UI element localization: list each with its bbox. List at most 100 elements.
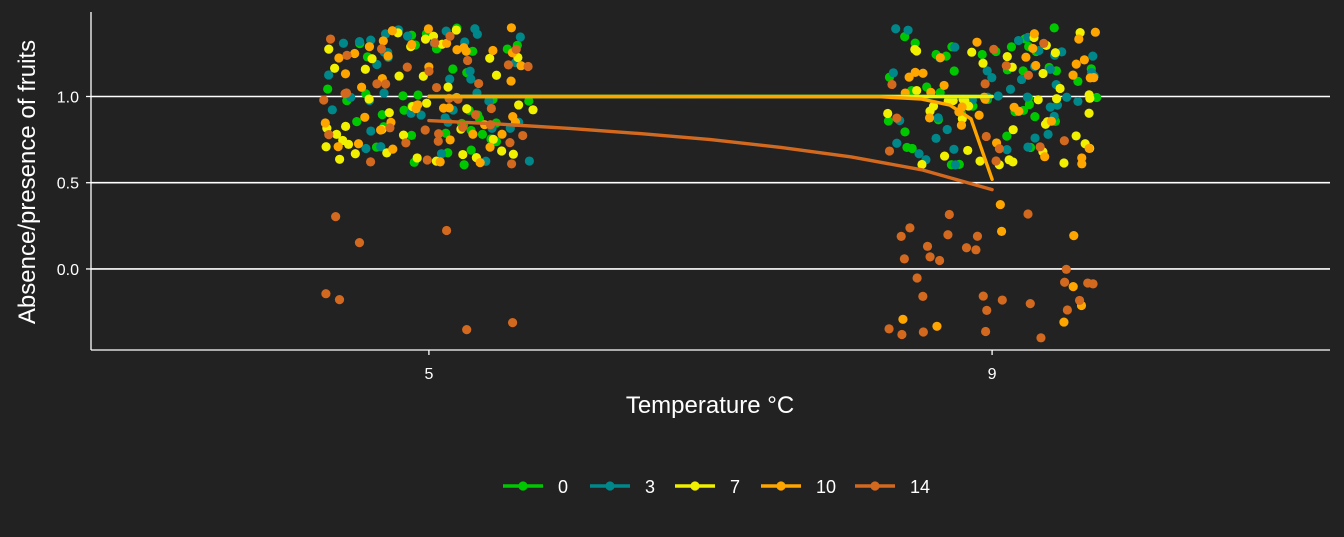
point-series-3 bbox=[888, 68, 898, 78]
point-series-10 bbox=[939, 80, 949, 91]
point-series-7 bbox=[420, 34, 431, 44]
point-series-10 bbox=[376, 125, 386, 135]
point-series-10 bbox=[357, 82, 367, 92]
point-series-3 bbox=[903, 25, 913, 35]
point-series-0 bbox=[1002, 131, 1012, 141]
point-series-0 bbox=[977, 49, 987, 60]
point-series-10 bbox=[1031, 60, 1041, 71]
point-series-14 bbox=[458, 122, 468, 132]
point-series-7 bbox=[384, 108, 394, 118]
point-series-7 bbox=[1002, 51, 1012, 62]
point-series-7 bbox=[978, 58, 988, 68]
point-series-14 bbox=[991, 156, 1001, 166]
point-series-10 bbox=[488, 45, 498, 56]
point-series-7 bbox=[350, 149, 360, 159]
point-series-7 bbox=[331, 129, 342, 139]
point-series-7 bbox=[462, 104, 472, 114]
point-series-3 bbox=[361, 143, 371, 154]
point-series-3 bbox=[1043, 129, 1053, 139]
point-series-7 bbox=[514, 100, 524, 110]
point-series-3 bbox=[376, 142, 386, 152]
point-series-3 bbox=[524, 156, 534, 166]
point-series-7 bbox=[917, 159, 927, 170]
point-series-3 bbox=[914, 149, 924, 159]
point-series-14 bbox=[434, 129, 444, 139]
point-series-3 bbox=[993, 91, 1003, 101]
point-series-14 bbox=[462, 325, 472, 335]
point-series-14 bbox=[1088, 279, 1098, 289]
point-series-10 bbox=[516, 61, 526, 71]
point-series-10 bbox=[1028, 43, 1038, 54]
point-series-7 bbox=[508, 149, 518, 159]
point-series-14 bbox=[511, 44, 521, 55]
y-tick-label: 0.0 bbox=[57, 262, 79, 279]
point-series-10 bbox=[1059, 317, 1069, 327]
legend-label: 7 bbox=[730, 477, 740, 497]
point-series-7 bbox=[528, 105, 538, 115]
point-series-3 bbox=[445, 74, 455, 84]
point-series-14 bbox=[381, 79, 391, 89]
point-series-7 bbox=[1038, 68, 1048, 79]
point-series-7 bbox=[1055, 83, 1065, 94]
point-series-14 bbox=[897, 329, 907, 340]
point-series-10 bbox=[1029, 29, 1039, 39]
point-series-14 bbox=[884, 146, 895, 156]
point-series-3 bbox=[379, 88, 389, 98]
point-series-14 bbox=[430, 38, 440, 48]
point-series-14 bbox=[507, 318, 518, 328]
point-series-0 bbox=[398, 91, 408, 101]
legend-key-point bbox=[605, 481, 615, 491]
point-series-14 bbox=[905, 223, 915, 233]
point-series-14 bbox=[961, 243, 972, 253]
legend: 0 3 7 10 14 bbox=[503, 477, 930, 497]
point-series-7 bbox=[1052, 94, 1062, 104]
point-series-14 bbox=[445, 31, 455, 41]
point-series-7 bbox=[1084, 108, 1094, 118]
point-series-14 bbox=[331, 212, 341, 222]
point-series-10 bbox=[497, 129, 507, 139]
point-series-14 bbox=[887, 79, 897, 90]
point-series-0 bbox=[1030, 111, 1040, 122]
point-series-3 bbox=[1022, 92, 1033, 102]
point-series-7 bbox=[1071, 131, 1081, 141]
point-series-0 bbox=[1092, 92, 1102, 103]
point-series-14 bbox=[340, 88, 350, 99]
point-series-14 bbox=[463, 55, 473, 66]
point-series-0 bbox=[377, 110, 387, 120]
point-series-14 bbox=[334, 295, 345, 305]
legend-item-10: 10 bbox=[761, 477, 836, 497]
point-series-3 bbox=[338, 38, 349, 48]
point-series-10 bbox=[1046, 116, 1057, 126]
point-series-14 bbox=[503, 60, 514, 70]
point-series-10 bbox=[995, 199, 1005, 210]
point-series-3 bbox=[1073, 96, 1083, 107]
point-series-10 bbox=[353, 139, 364, 149]
point-series-7 bbox=[330, 63, 340, 73]
point-series-3 bbox=[327, 105, 337, 115]
point-series-10 bbox=[926, 87, 936, 97]
point-series-14 bbox=[1023, 209, 1033, 219]
point-series-10 bbox=[972, 37, 982, 47]
point-series-3 bbox=[1045, 64, 1055, 74]
point-series-3 bbox=[366, 126, 376, 136]
point-series-14 bbox=[1001, 61, 1011, 71]
point-series-7 bbox=[491, 70, 502, 80]
point-series-14 bbox=[433, 136, 443, 146]
point-series-0 bbox=[459, 160, 469, 170]
point-series-14 bbox=[354, 237, 365, 248]
y-tick-label: 0.5 bbox=[57, 176, 79, 193]
point-series-3 bbox=[466, 74, 476, 84]
point-series-10 bbox=[388, 144, 398, 154]
legend-key-point bbox=[776, 481, 786, 491]
point-series-14 bbox=[918, 291, 928, 301]
point-series-14 bbox=[342, 50, 352, 60]
point-series-14 bbox=[365, 157, 376, 167]
point-series-3 bbox=[933, 113, 943, 123]
point-series-14 bbox=[997, 295, 1007, 305]
point-series-10 bbox=[904, 72, 914, 82]
point-series-10 bbox=[506, 23, 516, 33]
fit-line-series-10 bbox=[427, 94, 994, 181]
point-series-10 bbox=[461, 46, 471, 56]
point-series-14 bbox=[505, 138, 515, 148]
